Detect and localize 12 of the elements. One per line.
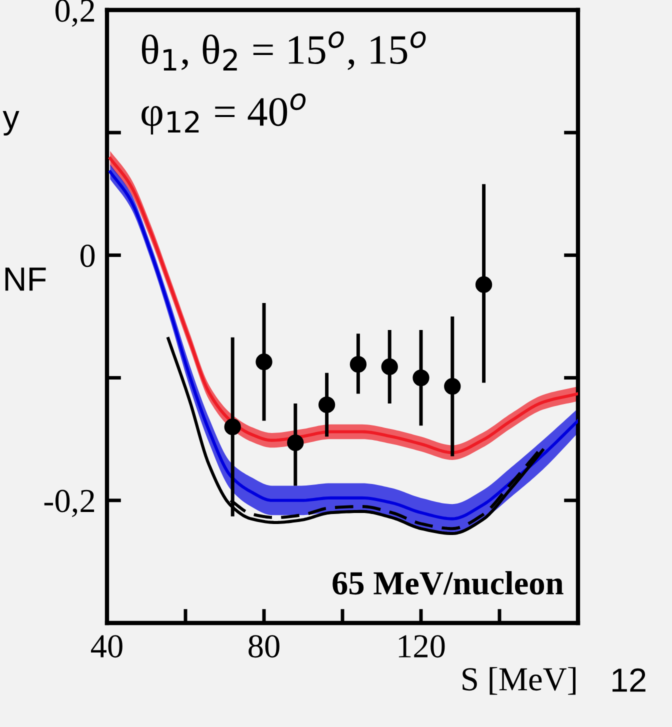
x-tick-label: 80	[248, 635, 280, 658]
x-tick-label: 40	[90, 635, 122, 658]
annotation: 65 MeV/nucleon	[332, 571, 564, 595]
annotation: φ$_{12}$ = 40$^{o}$	[142, 93, 306, 135]
text: y	[2, 111, 20, 136]
y-tick-label: -0,2	[44, 490, 94, 518]
x-tick-label: 120	[398, 635, 445, 658]
annotation: θ$_{1}$, θ$_{2}$ = 15$^{o}$, 15$^{o}$	[142, 31, 426, 70]
text: 12	[612, 668, 646, 692]
text: NF	[5, 268, 46, 291]
x-axis-title: S [MeV]	[462, 667, 576, 695]
y-tick-label: 0	[80, 244, 95, 268]
